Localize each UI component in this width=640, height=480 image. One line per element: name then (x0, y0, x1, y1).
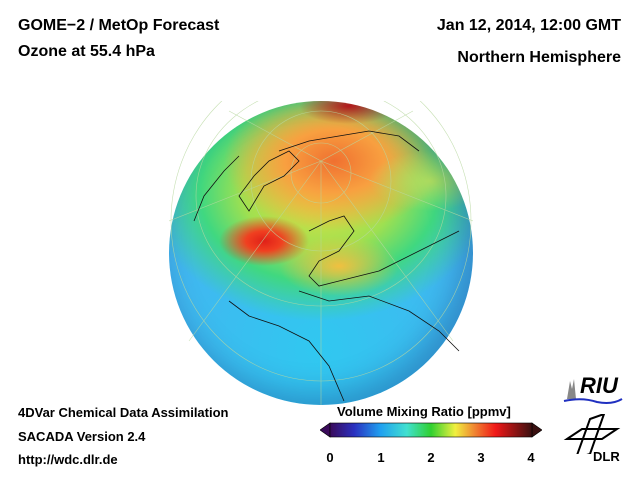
subtitle: Ozone at 55.4 hPa (18, 43, 155, 60)
dlr-logo-text: DLR (593, 449, 620, 464)
region: Northern Hemisphere (457, 49, 621, 66)
colorbar-tick: 2 (427, 450, 435, 465)
graticule-coastlines (169, 101, 473, 405)
colorbar-tick: 3 (477, 450, 485, 465)
title: GOME−2 / MetOp Forecast (18, 17, 220, 34)
colorbar-tick: 1 (377, 450, 385, 465)
dlr-emblem-icon (563, 414, 621, 454)
colorbar (320, 422, 542, 438)
footer-line1: 4DVar Chemical Data Assimilation (18, 405, 229, 420)
colorbar-max-arrow (531, 422, 542, 438)
globe-map (169, 101, 473, 405)
date-time: Jan 12, 2014, 12:00 GMT (436, 17, 621, 34)
colorbar-min-arrow (320, 422, 331, 438)
colorbar-tick: 0 (326, 450, 334, 465)
riu-logo-text: RIU (580, 373, 618, 398)
footer-line2: SACADA Version 2.4 (18, 429, 146, 444)
dlr-logo: DLR (562, 414, 622, 466)
riu-logo: RIU (562, 373, 632, 405)
footer-url[interactable]: http://wdc.dlr.de (18, 452, 118, 467)
riu-tower-icon (563, 379, 623, 404)
colorbar-gradient (329, 422, 533, 438)
colorbar-title: Volume Mixing Ratio [ppmv] (337, 404, 511, 419)
colorbar-tick: 4 (527, 450, 535, 465)
